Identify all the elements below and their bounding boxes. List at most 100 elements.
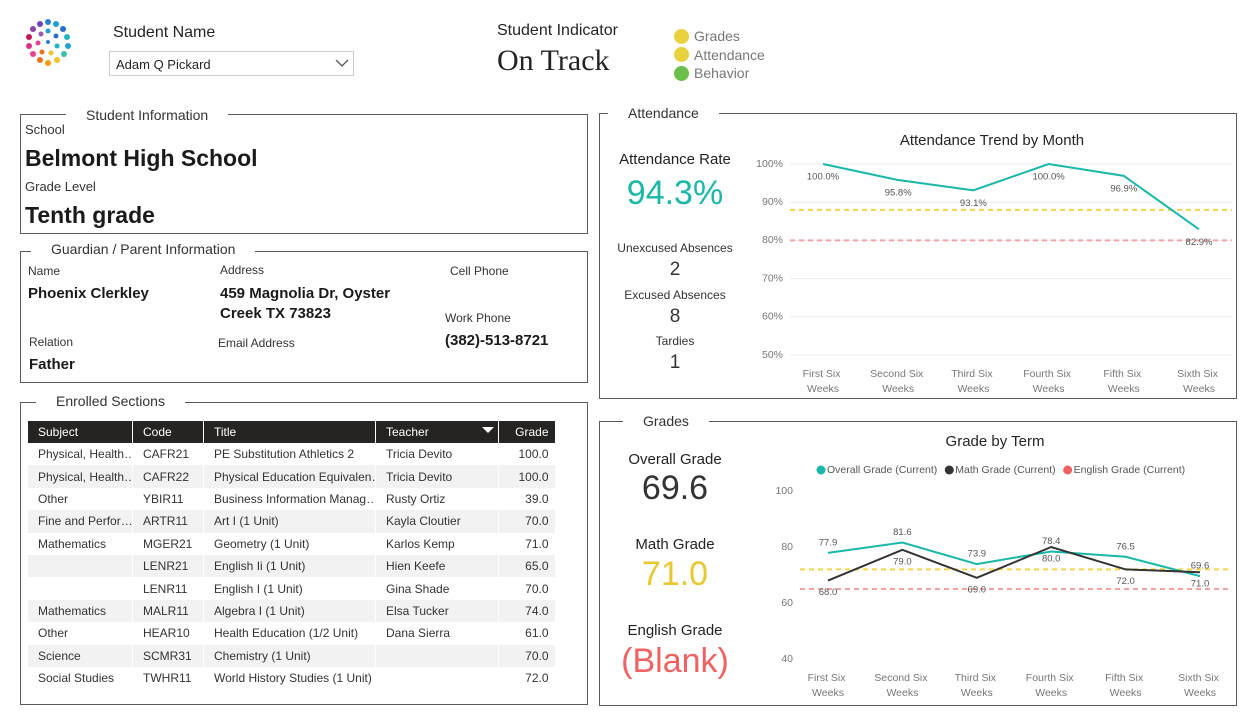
- table-cell: TWHR11: [132, 666, 204, 690]
- sections-box: [20, 402, 588, 705]
- label: Relation: [29, 335, 74, 349]
- table-cell: Karlos Kemp: [375, 532, 499, 555]
- header-row: Subject Code Title Teacher Grade: [27, 421, 555, 443]
- table-cell: World History Studies (1 Unit): [203, 666, 376, 690]
- student-info-box: [20, 114, 588, 234]
- label: Cell Phone: [450, 264, 509, 278]
- table-cell: Other: [27, 487, 133, 511]
- table-cell: CAFR21: [132, 443, 204, 466]
- table-cell: Social Studies: [27, 666, 133, 690]
- table-cell: Geometry (1 Unit): [203, 532, 376, 555]
- table-cell: English I (1 Unit): [203, 577, 376, 600]
- legend-item: Attendance: [674, 46, 765, 65]
- work-phone: (382)-513-8721: [445, 332, 549, 349]
- column-header: Subject: [27, 421, 133, 443]
- table-row: Mathematics MALR11 Algebra I (1 Unit) Elsa …: [27, 599, 555, 623]
- table-cell: 70.0: [498, 644, 555, 667]
- guardian-box: [20, 251, 588, 383]
- table-row: Other YBIR11 Business Information Manag… Ru…: [27, 487, 555, 511]
- student-dropdown[interactable]: [109, 51, 354, 76]
- label: Work Phone: [445, 311, 511, 325]
- table-cell: Kayla Cloutier: [375, 510, 499, 533]
- table-cell: SCMR31: [132, 644, 204, 667]
- table-cell: CAFR22: [132, 465, 204, 488]
- table-row: LENR21 English Ii (1 Unit) Hien Keefe 65.0: [27, 554, 555, 578]
- table-cell: Business Information Manag…: [203, 487, 376, 511]
- table-cell: 71.0: [498, 532, 555, 555]
- kpi-label: Overall Grade: [628, 451, 722, 468]
- table-cell: Hien Keefe: [375, 554, 499, 578]
- table-cell: Chemistry (1 Unit): [203, 644, 376, 667]
- table-cell: PE Substitution Athletics 2: [203, 443, 376, 466]
- table-row: Social Studies TWHR11 World History Studie…: [27, 666, 555, 690]
- table-cell: ARTR11: [132, 510, 204, 533]
- section-title: Guardian / Parent Information: [31, 240, 256, 258]
- legend-dot: [674, 47, 689, 63]
- column-header: Title: [203, 421, 376, 443]
- table-cell: Dana Sierra: [375, 622, 499, 645]
- grade-level: Tenth grade: [25, 202, 155, 228]
- legend-dot: [674, 28, 689, 44]
- table-wrap: Subject Code Title Teacher Grade Physical, H…: [27, 421, 555, 690]
- relation: Father: [29, 356, 75, 373]
- table-body: Physical, Health… CAFR21 PE Substitution A…: [27, 443, 555, 690]
- table-cell: Other: [27, 622, 133, 645]
- table-row: Other HEAR10 Health Education (1/2 Unit) Da…: [27, 622, 555, 645]
- table-cell: Physical, Health…: [27, 465, 133, 488]
- table-cell: LENR21: [132, 554, 204, 578]
- table-cell: Mathematics: [27, 599, 133, 623]
- school: Belmont High School: [25, 145, 258, 171]
- legend-label: Grades: [694, 28, 740, 45]
- address: 459 Magnolia Dr, Oyster Creek TX 73823: [220, 285, 391, 322]
- section-title: Enrolled Sections: [36, 392, 185, 410]
- table-cell: 70.0: [498, 577, 555, 600]
- kpi-label: Tardies: [655, 334, 695, 348]
- legend-item: Grades: [674, 27, 765, 46]
- indicator-label: Student Indicator: [497, 22, 618, 39]
- column-header: Teacher: [375, 421, 499, 443]
- table-cell: 65.0: [498, 554, 555, 578]
- table-cell: Algebra I (1 Unit): [203, 599, 376, 623]
- kpi-label: Attendance Rate: [619, 151, 731, 168]
- tardies: 1: [669, 352, 681, 373]
- empty-cell: [375, 666, 499, 690]
- table-cell: 74.0: [498, 599, 555, 623]
- attendance-rate: 94.3%: [626, 174, 724, 212]
- table-row: Science SCMR31 Chemistry (1 Unit) 70.0: [27, 644, 555, 667]
- label: Address: [220, 263, 265, 277]
- table-cell: Rusty Ortiz: [375, 487, 499, 511]
- table-cell: 39.0: [498, 487, 555, 511]
- table-cell: MGER21: [132, 532, 204, 555]
- legend-label: Attendance: [694, 46, 765, 63]
- column-header: Code: [132, 421, 204, 443]
- table-row: Mathematics MGER21 Geometry (1 Unit) Karlos…: [27, 532, 555, 555]
- table-row: Physical, Health… CAFR22 Physical Educatio…: [27, 465, 555, 488]
- label: School: [25, 122, 65, 137]
- table-cell: Physical Education Equivalen…: [203, 465, 376, 488]
- table-cell: HEAR10: [132, 622, 204, 645]
- label: Grade Level: [25, 179, 96, 194]
- label: Name: [28, 264, 61, 278]
- table-cell: Elsa Tucker: [375, 599, 499, 623]
- table-cell: YBIR11: [132, 487, 204, 511]
- table-cell: Mathematics: [27, 532, 133, 555]
- guardian-name: Phoenix Clerkley: [28, 285, 149, 302]
- table-cell: Tricia Devito: [375, 443, 499, 466]
- table-cell: Art I (1 Unit): [203, 510, 376, 533]
- table-row: Physical, Health… CAFR21 PE Substitution A…: [27, 443, 555, 466]
- label: Email Address: [218, 336, 295, 350]
- column-header: Grade: [498, 421, 555, 443]
- student-name[interactable]: Adam Q Pickard: [116, 57, 211, 72]
- math-grade: 71.0: [641, 555, 709, 593]
- table-cell: English Ii (1 Unit): [203, 554, 376, 578]
- table-cell: Science: [27, 644, 133, 667]
- indicator: On Track: [497, 44, 610, 77]
- legend-label: Behavior: [694, 65, 750, 82]
- attendance-box: [599, 113, 1237, 399]
- overall-grade: 69.6: [641, 469, 709, 507]
- grades-box: [599, 421, 1237, 706]
- table-row: LENR11 English I (1 Unit) Gina Shade 70.0: [27, 577, 555, 600]
- student-name-label: Student Name: [113, 24, 216, 41]
- indicator-legend: Grades Attendance Behavior: [674, 27, 765, 83]
- table-cell: 72.0: [498, 666, 555, 690]
